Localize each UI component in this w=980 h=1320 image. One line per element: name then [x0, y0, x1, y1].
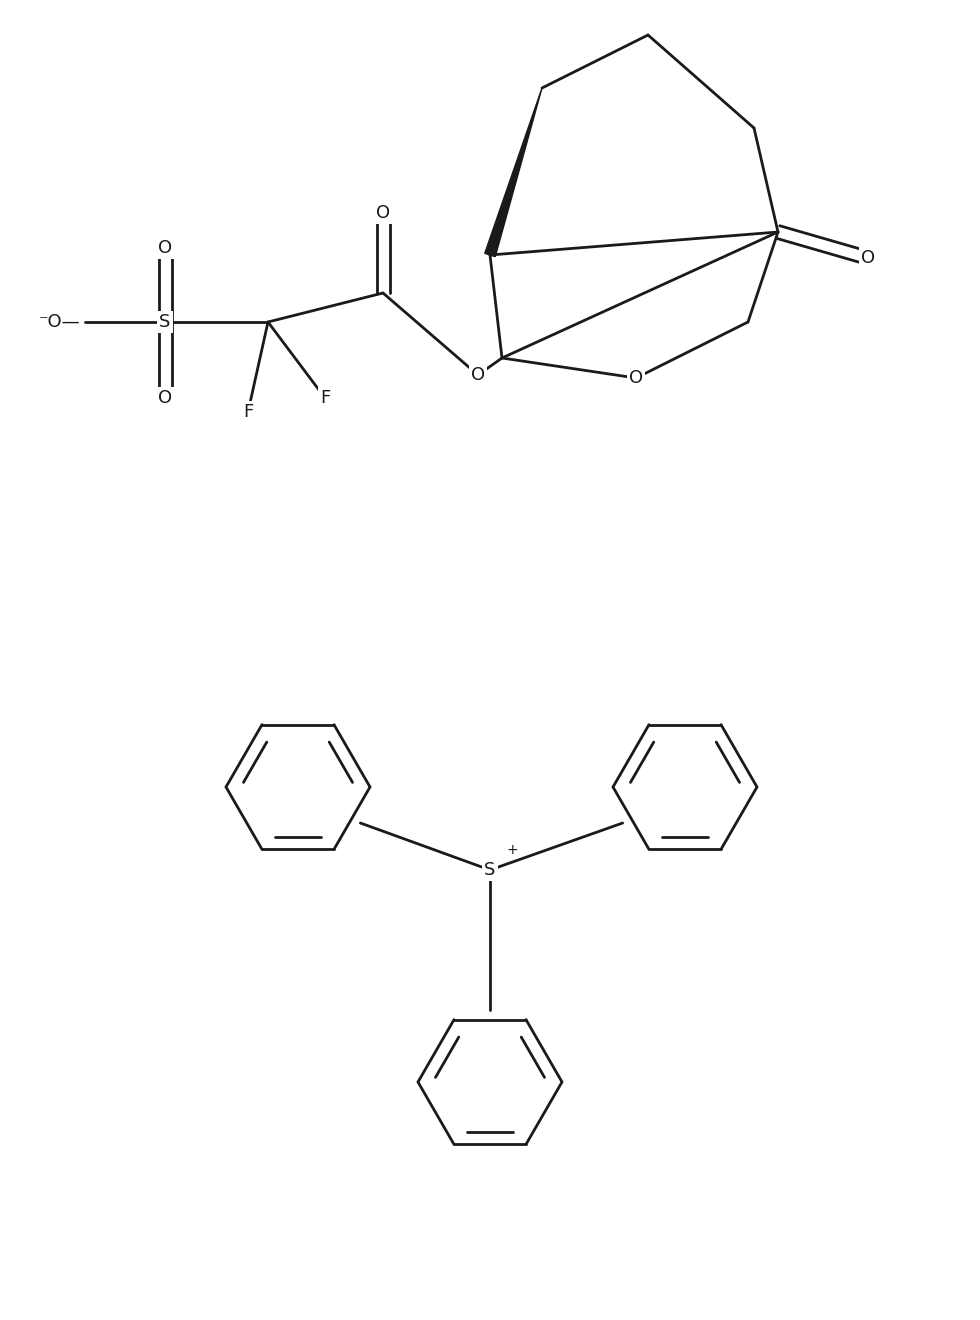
Text: S: S [160, 313, 171, 331]
Polygon shape [485, 88, 542, 256]
Text: O: O [158, 389, 172, 407]
Text: O: O [376, 205, 390, 222]
Text: O: O [861, 249, 875, 267]
Text: F: F [319, 389, 330, 407]
Text: O: O [158, 239, 172, 257]
Text: ⁻O—: ⁻O— [38, 313, 80, 331]
Text: S: S [484, 861, 496, 879]
Text: O: O [629, 370, 643, 387]
Text: O: O [471, 366, 485, 384]
Text: F: F [243, 403, 253, 421]
Text: +: + [507, 843, 517, 857]
